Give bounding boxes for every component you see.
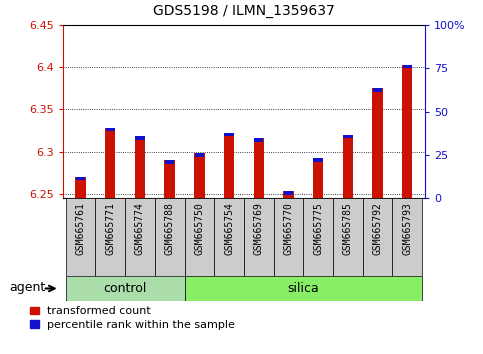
Bar (105, 128, 115, 198)
Bar (402, 64, 412, 68)
Bar (283, 192, 294, 198)
Text: GSM665769: GSM665769 (254, 202, 264, 255)
Bar (342, 135, 353, 198)
Bar (75, 177, 86, 198)
Text: GSM665788: GSM665788 (165, 202, 175, 255)
Bar (125, 198, 155, 276)
Bar (392, 198, 422, 276)
Text: control: control (103, 282, 147, 295)
Bar (214, 198, 244, 276)
Bar (372, 88, 383, 198)
Bar (313, 159, 323, 162)
Bar (284, 192, 293, 195)
Bar (165, 160, 174, 164)
Text: GSM665754: GSM665754 (224, 202, 234, 255)
Bar (224, 133, 234, 198)
Bar (185, 198, 214, 276)
Bar (303, 198, 333, 276)
Bar (195, 153, 204, 157)
Bar (106, 128, 115, 131)
Text: GSM665793: GSM665793 (402, 202, 412, 255)
Bar (333, 198, 363, 276)
Bar (273, 198, 303, 276)
Bar (66, 198, 96, 276)
Text: GSM665761: GSM665761 (76, 202, 85, 255)
Text: GSM665771: GSM665771 (105, 202, 115, 255)
Bar (225, 133, 234, 137)
Bar (66, 276, 185, 301)
Text: GDS5198 / ILMN_1359637: GDS5198 / ILMN_1359637 (153, 4, 335, 18)
Bar (254, 138, 263, 142)
Text: GSM665770: GSM665770 (284, 202, 294, 255)
Bar (135, 137, 145, 140)
Bar (76, 177, 85, 181)
Text: GSM665792: GSM665792 (372, 202, 383, 255)
Bar (135, 137, 145, 198)
Bar (313, 159, 323, 198)
Legend: transformed count, percentile rank within the sample: transformed count, percentile rank withi… (30, 307, 235, 330)
Text: GSM665785: GSM665785 (343, 202, 353, 255)
Text: agent: agent (10, 281, 46, 294)
Bar (254, 138, 264, 198)
Text: GSM665774: GSM665774 (135, 202, 145, 255)
Text: silica: silica (287, 282, 319, 295)
Bar (402, 64, 412, 198)
Bar (244, 198, 273, 276)
Bar (373, 88, 382, 92)
Bar (155, 198, 185, 276)
Text: GSM665775: GSM665775 (313, 202, 323, 255)
Text: GSM665750: GSM665750 (194, 202, 204, 255)
Bar (343, 135, 353, 138)
Bar (165, 160, 175, 198)
Bar (96, 198, 125, 276)
Bar (185, 276, 422, 301)
Bar (194, 153, 205, 198)
Bar (363, 198, 392, 276)
